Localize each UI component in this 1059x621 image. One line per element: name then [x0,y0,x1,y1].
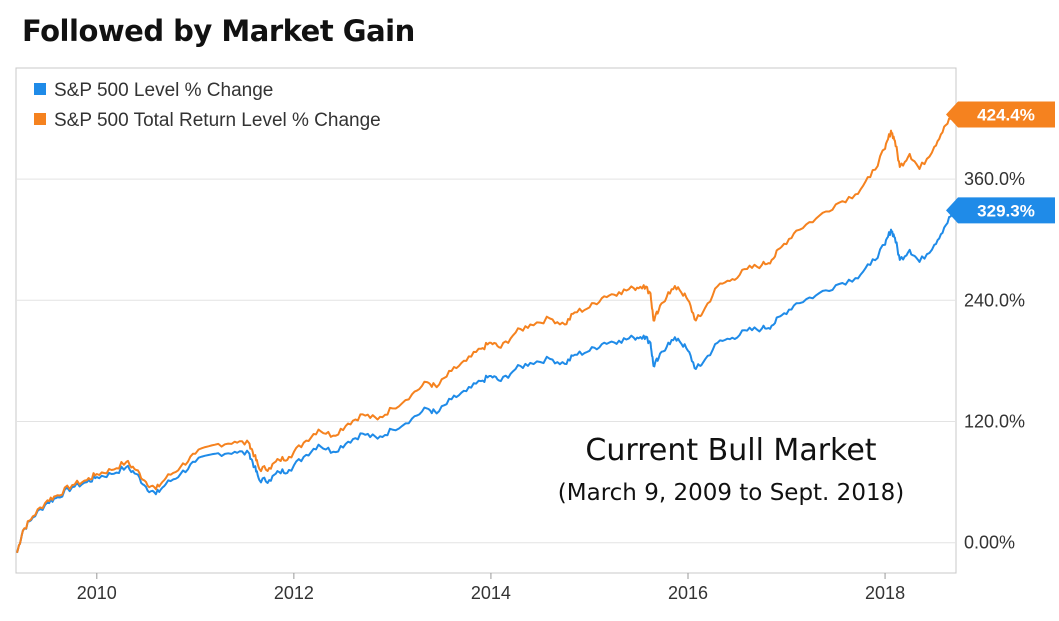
end-value-label: 424.4% [977,105,1035,124]
page-title: Followed by Market Gain [22,14,415,48]
legend-background [22,72,458,134]
annotation-subtitle: (March 9, 2009 to Sept. 2018) [558,480,904,506]
end-value-badges: 329.3% 424.4% [946,101,1055,224]
x-tick-label: 2016 [668,583,708,603]
x-tick-label: 2014 [471,583,511,603]
series-line-1 [16,113,955,554]
gridlines [16,178,956,544]
y-axis: 0.00% 120.0% 240.0% 360.0% [964,169,1025,553]
annotation: Current Bull Market (March 9, 2009 to Se… [558,433,904,506]
x-tick-label: 2018 [865,583,905,603]
x-axis: 2010 2012 2014 2016 2018 [77,573,905,603]
legend-swatch-total-return [34,113,46,125]
legend-label-total-return: S&P 500 Total Return Level % Change [54,110,381,131]
end-value-label: 329.3% [977,201,1035,220]
legend-label-level: S&P 500 Level % Change [54,80,273,101]
series-group [16,113,955,554]
legend: S&P 500 Level % Change S&P 500 Total Ret… [22,72,458,134]
end-value-badge [946,197,1055,224]
legend-swatch-level [34,83,46,95]
y-tick-label: 120.0% [964,412,1025,432]
annotation-title: Current Bull Market [585,433,876,468]
series-line-0 [16,209,955,554]
y-tick-label: 0.00% [964,533,1015,553]
y-tick-label: 240.0% [964,290,1025,310]
plot-frame [15,67,957,574]
x-tick-label: 2010 [77,583,117,603]
x-tick-label: 2012 [274,583,314,603]
y-tick-label: 360.0% [964,169,1025,189]
end-value-badge [946,101,1055,128]
